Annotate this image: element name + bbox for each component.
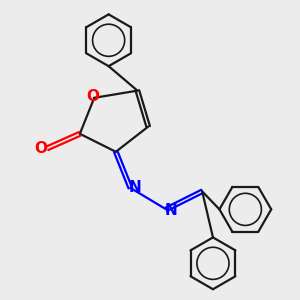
Text: N: N bbox=[164, 203, 177, 218]
Text: N: N bbox=[128, 180, 141, 195]
Text: O: O bbox=[34, 141, 47, 156]
Text: O: O bbox=[86, 88, 99, 104]
